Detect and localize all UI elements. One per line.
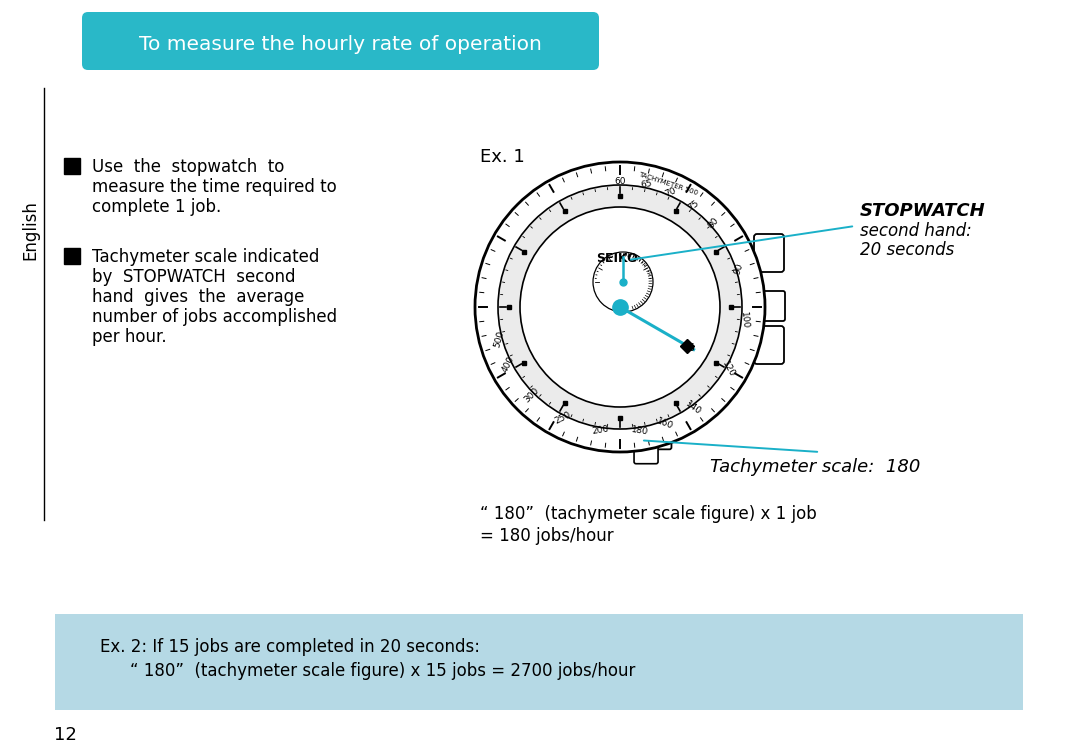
Circle shape: [519, 207, 720, 407]
Text: 400: 400: [501, 354, 516, 374]
Bar: [64, 248, 80, 264]
Text: Use  the  stopwatch  to: Use the stopwatch to: [92, 158, 284, 176]
Text: 12: 12: [54, 726, 77, 744]
FancyBboxPatch shape: [646, 429, 672, 450]
Text: Tachymeter scale indicated: Tachymeter scale indicated: [92, 248, 320, 266]
Text: 160: 160: [656, 417, 675, 431]
Circle shape: [498, 185, 742, 429]
Text: 90: 90: [733, 262, 745, 275]
Circle shape: [475, 162, 765, 452]
Text: 75: 75: [686, 199, 701, 213]
Text: STOPWATCH: STOPWATCH: [860, 202, 986, 220]
FancyBboxPatch shape: [759, 291, 785, 321]
Text: 70: 70: [664, 186, 678, 199]
FancyBboxPatch shape: [82, 12, 599, 70]
Text: “ 180”  (tachymeter scale figure) x 1 job: “ 180” (tachymeter scale figure) x 1 job: [480, 505, 816, 523]
Text: 80: 80: [705, 216, 720, 231]
Text: = 180 jobs/hour: = 180 jobs/hour: [480, 527, 613, 545]
Text: “ 180”  (tachymeter scale figure) x 15 jobs = 2700 jobs/hour: “ 180” (tachymeter scale figure) x 15 jo…: [130, 662, 635, 680]
Text: Ex. 2: If 15 jobs are completed in 20 seconds:: Ex. 2: If 15 jobs are completed in 20 se…: [100, 638, 480, 656]
Text: 100: 100: [739, 311, 750, 329]
FancyBboxPatch shape: [634, 446, 658, 464]
Text: 200: 200: [591, 425, 609, 436]
Text: 180: 180: [631, 425, 649, 436]
Text: TACHYMETER 500: TACHYMETER 500: [637, 171, 699, 196]
Text: 20 seconds: 20 seconds: [860, 241, 955, 259]
Text: 140: 140: [684, 399, 703, 417]
FancyBboxPatch shape: [754, 326, 784, 364]
Text: measure the time required to: measure the time required to: [92, 178, 337, 196]
Text: English: English: [21, 200, 39, 260]
Text: 45: 45: [681, 343, 696, 353]
Text: SEIKO: SEIKO: [596, 253, 638, 265]
FancyBboxPatch shape: [754, 234, 784, 272]
Text: second hand:: second hand:: [860, 222, 972, 240]
Text: 500: 500: [492, 330, 505, 349]
Text: Ex. 1: Ex. 1: [480, 148, 525, 166]
Text: complete 1 job.: complete 1 job.: [92, 198, 221, 216]
Text: 120: 120: [720, 360, 737, 379]
Text: 60: 60: [615, 177, 625, 186]
Bar: [64, 158, 80, 174]
FancyBboxPatch shape: [55, 614, 1023, 710]
Text: 250: 250: [554, 411, 572, 426]
Text: To measure the hourly rate of operation: To measure the hourly rate of operation: [138, 35, 541, 53]
Text: hand  gives  the  average: hand gives the average: [92, 288, 305, 306]
Text: 300: 300: [523, 386, 541, 405]
Text: 65: 65: [639, 179, 652, 190]
Text: Tachymeter scale:  180: Tachymeter scale: 180: [710, 458, 920, 476]
Text: by  STOPWATCH  second: by STOPWATCH second: [92, 268, 296, 286]
Text: number of jobs accomplished: number of jobs accomplished: [92, 308, 337, 326]
Text: per hour.: per hour.: [92, 328, 166, 346]
